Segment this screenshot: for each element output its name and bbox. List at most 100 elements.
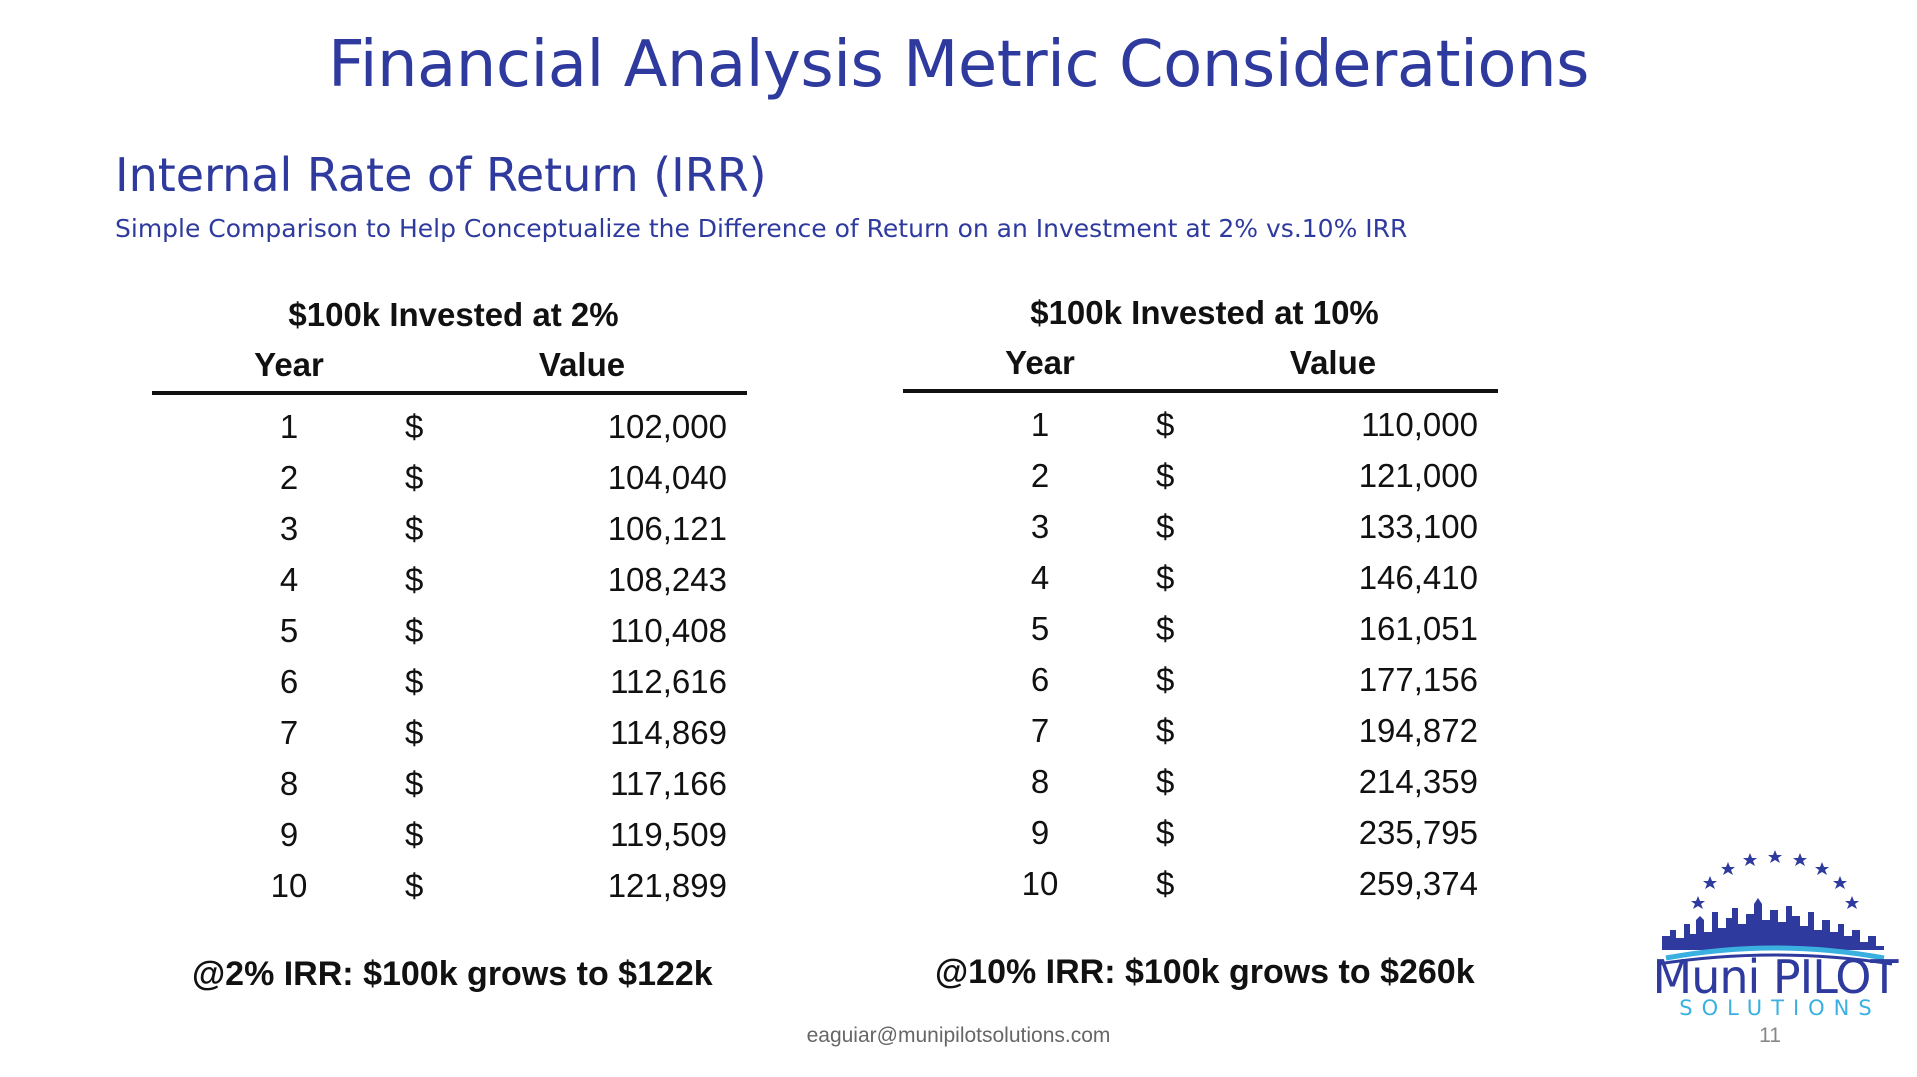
value-cell: 119,509 <box>610 816 727 853</box>
year-cell: 5 <box>1030 610 1050 647</box>
muni-pilot-logo-icon <box>1657 850 1893 966</box>
year-cell: 9 <box>279 816 299 853</box>
value-cell: 235,795 <box>1358 814 1478 851</box>
value-cell: 110,408 <box>610 612 727 649</box>
summary-10-percent: @10% IRR: $100k grows to $260k <box>935 953 1475 991</box>
column-header-year: Year <box>254 346 324 383</box>
value-cell: 108,243 <box>607 561 727 598</box>
table-row: 8 $117,166 <box>152 757 747 808</box>
value-cell: 194,872 <box>1358 712 1478 749</box>
value-cell: 121,000 <box>1358 457 1478 494</box>
table-row: 9 $235,795 <box>903 806 1498 857</box>
table-row: 6 $177,156 <box>903 653 1498 704</box>
value-cell: 117,166 <box>610 765 727 802</box>
table-row: 9 $119,509 <box>152 808 747 859</box>
value-cell: 114,869 <box>610 714 727 751</box>
table-body: 1 $110,000 2 $121,000 3 $133,100 4 $146,410 … <box>903 398 1498 908</box>
logo-tagline: SOLUTIONS <box>1679 996 1881 1020</box>
value-cell: 133,100 <box>1358 508 1478 545</box>
year-cell: 7 <box>279 714 299 751</box>
year-cell: 1 <box>279 408 299 445</box>
currency-cell: $ <box>1156 814 1175 851</box>
year-cell: 9 <box>1030 814 1050 851</box>
year-cell: 6 <box>279 663 299 700</box>
currency-cell: $ <box>405 459 424 496</box>
table-row: 7 $114,869 <box>152 706 747 757</box>
year-cell: 3 <box>1030 508 1050 545</box>
currency-cell: $ <box>405 867 424 904</box>
value-cell: 102,000 <box>607 408 727 445</box>
currency-cell: $ <box>1156 610 1175 647</box>
page-number: 11 <box>1759 1024 1781 1047</box>
value-cell: 177,156 <box>1358 661 1478 698</box>
currency-cell: $ <box>1156 763 1175 800</box>
year-cell: 10 <box>1021 865 1059 902</box>
table-row: 2 $121,000 <box>903 449 1498 500</box>
header-rule <box>152 391 747 395</box>
currency-cell: $ <box>405 612 424 649</box>
footer-email: eaguiar@munipilotsolutions.com <box>806 1024 1111 1047</box>
currency-cell: $ <box>405 816 424 853</box>
table-title: $100k Invested at 10% <box>1030 294 1379 331</box>
value-cell: 214,359 <box>1358 763 1478 800</box>
table-title: $100k Invested at 2% <box>288 296 619 333</box>
slide-title: Financial Analysis Metric Considerations <box>328 28 1589 102</box>
value-cell: 121,899 <box>607 867 727 904</box>
section-heading: Internal Rate of Return (IRR) <box>115 148 767 202</box>
column-header-year: Year <box>1005 344 1075 381</box>
year-cell: 2 <box>1030 457 1050 494</box>
table-row: 5 $161,051 <box>903 602 1498 653</box>
year-cell: 8 <box>279 765 299 802</box>
value-cell: 161,051 <box>1358 610 1478 647</box>
table-row: 4 $108,243 <box>152 553 747 604</box>
year-cell: 2 <box>279 459 299 496</box>
value-cell: 112,616 <box>610 663 727 700</box>
value-cell: 146,410 <box>1358 559 1478 596</box>
table-row: 4 $146,410 <box>903 551 1498 602</box>
year-cell: 6 <box>1030 661 1050 698</box>
summary-2-percent: @2% IRR: $100k grows to $122k <box>192 955 713 993</box>
currency-cell: $ <box>1156 508 1175 545</box>
table-row: 1 $102,000 <box>152 400 747 451</box>
currency-cell: $ <box>1156 661 1175 698</box>
table-row: 10 $121,899 <box>152 859 747 910</box>
header-rule <box>903 389 1498 393</box>
table-row: 6 $112,616 <box>152 655 747 706</box>
table-row: 2 $104,040 <box>152 451 747 502</box>
year-cell: 10 <box>270 867 308 904</box>
table-row: 7 $194,872 <box>903 704 1498 755</box>
currency-cell: $ <box>405 765 424 802</box>
column-header-value: Value <box>538 346 626 383</box>
currency-cell: $ <box>405 510 424 547</box>
currency-cell: $ <box>405 714 424 751</box>
year-cell: 1 <box>1030 406 1050 443</box>
currency-cell: $ <box>1156 457 1175 494</box>
table-row: 3 $133,100 <box>903 500 1498 551</box>
table-row: 10 $259,374 <box>903 857 1498 908</box>
currency-cell: $ <box>405 408 424 445</box>
year-cell: 5 <box>279 612 299 649</box>
year-cell: 4 <box>1030 559 1050 596</box>
value-cell: 104,040 <box>607 459 727 496</box>
currency-cell: $ <box>1156 559 1175 596</box>
currency-cell: $ <box>405 663 424 700</box>
section-caption: Simple Comparison to Help Conceptualize … <box>115 214 1408 243</box>
currency-cell: $ <box>405 561 424 598</box>
value-cell: 259,374 <box>1358 865 1478 902</box>
currency-cell: $ <box>1156 406 1175 443</box>
value-cell: 110,000 <box>1361 406 1478 443</box>
table-body: 1 $102,000 2 $104,040 3 $106,121 4 $108,243 … <box>152 400 747 910</box>
year-cell: 3 <box>279 510 299 547</box>
table-row: 1 $110,000 <box>903 398 1498 449</box>
column-header-value: Value <box>1289 344 1377 381</box>
table-row: 8 $214,359 <box>903 755 1498 806</box>
logo-name: Muni PILOT <box>1652 950 1899 1004</box>
year-cell: 4 <box>279 561 299 598</box>
year-cell: 8 <box>1030 763 1050 800</box>
value-cell: 106,121 <box>607 510 727 547</box>
table-row: 3 $106,121 <box>152 502 747 553</box>
year-cell: 7 <box>1030 712 1050 749</box>
currency-cell: $ <box>1156 712 1175 749</box>
currency-cell: $ <box>1156 865 1175 902</box>
table-row: 5 $110,408 <box>152 604 747 655</box>
